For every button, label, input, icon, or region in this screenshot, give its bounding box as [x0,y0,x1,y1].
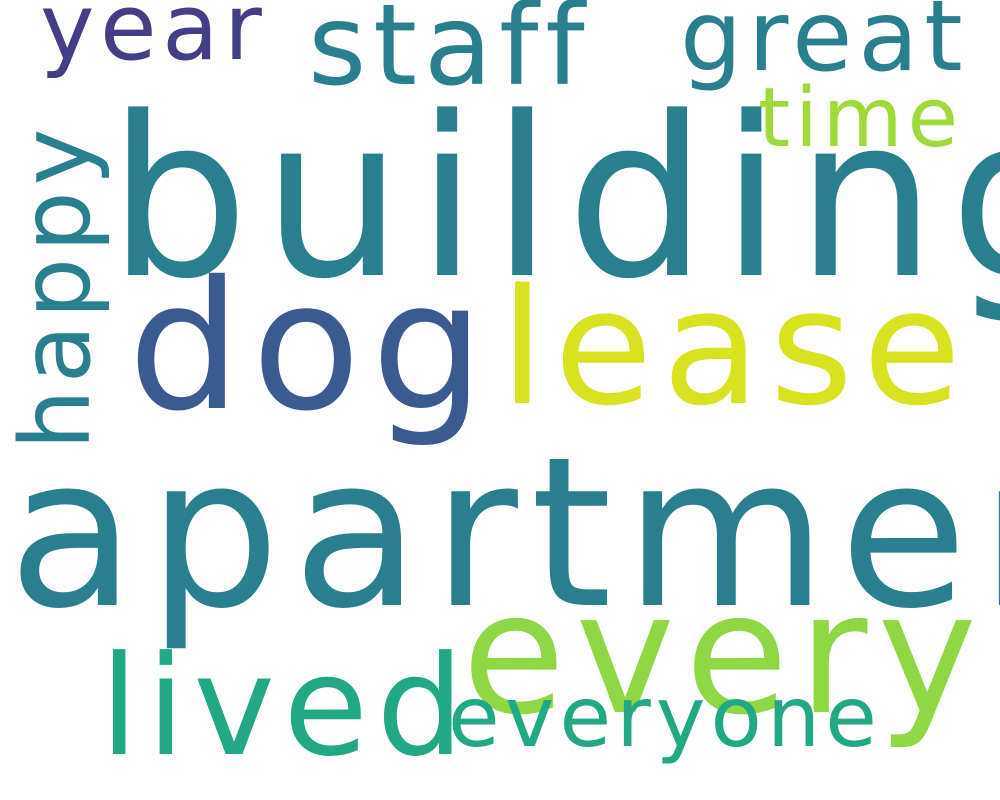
word-every: every [462,556,988,752]
word-staff: staff [308,0,592,111]
word-lease: lease [500,254,971,441]
word-great: great [680,0,969,94]
word-year: year [40,0,268,81]
word-everyone: everyone [448,668,882,766]
word-time: time [758,71,963,166]
word-apartment: apartment [8,413,1000,655]
word-happy: happy [0,122,112,450]
word-dog: dog [128,243,495,450]
word-building: building [108,70,1000,328]
word-lived: lived [100,626,473,787]
